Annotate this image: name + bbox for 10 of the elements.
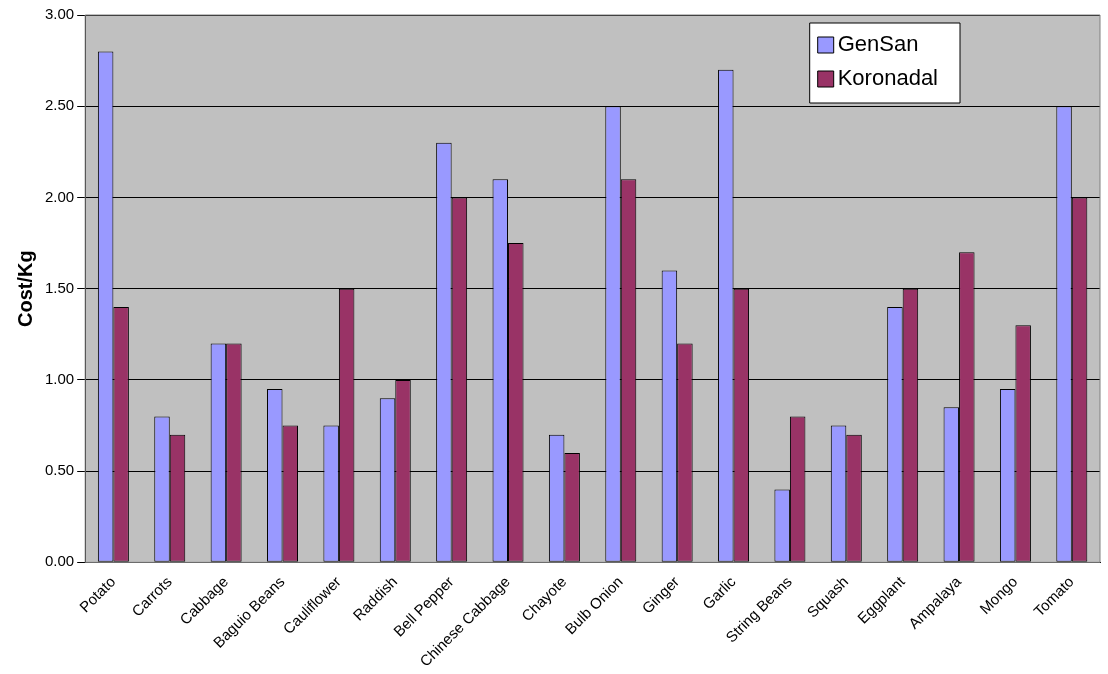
y-tick-label: 0.00 [44,552,75,570]
y-tick-label: 2.00 [44,187,75,205]
legend-label: Koronadal [837,65,939,91]
y-tick-label: 1.50 [44,278,75,296]
y-tick-label: 1.00 [44,370,75,388]
y-axis-title: Cost/Kg [13,250,36,328]
y-tick-label: 3.00 [44,5,75,23]
y-tick-label: 2.50 [44,96,75,114]
legend-label: GenSan [837,31,919,57]
y-tick-label: 0.50 [44,461,75,479]
